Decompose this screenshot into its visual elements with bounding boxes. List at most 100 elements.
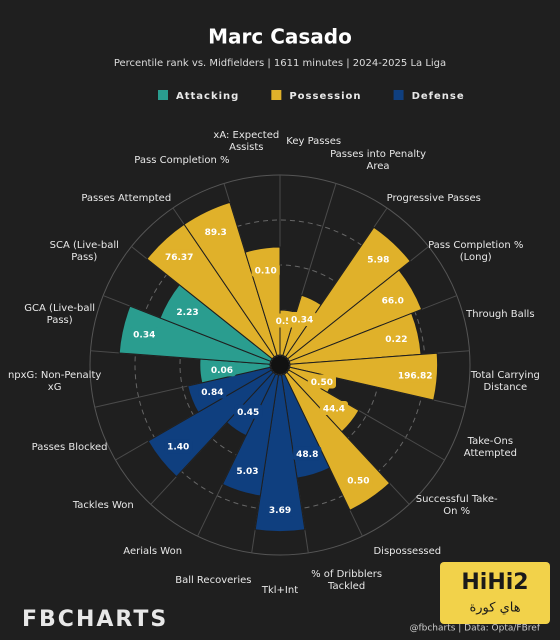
- stat-label-bg: [364, 252, 393, 267]
- category-label: Passes Attempted: [81, 193, 172, 205]
- bar: [254, 374, 306, 533]
- stat-label-bg: [173, 304, 202, 319]
- category-label: Passes into Penalty Area: [330, 149, 426, 173]
- category-label: Pass Completion %: [134, 155, 230, 167]
- chart-title: Marc Casado: [208, 25, 352, 49]
- stat-label-bg: [394, 368, 436, 383]
- category-label: % of Dribblers Tackled: [311, 568, 383, 592]
- brand: FBCHARTS: [22, 607, 168, 632]
- category-label: Successful Take-On %: [415, 493, 498, 517]
- stat-label-group: 5.03: [233, 463, 262, 478]
- stat-label-bg: [307, 374, 336, 389]
- bar: [118, 305, 272, 365]
- stat-label-group: 1.40: [164, 439, 193, 454]
- stat-label-group: 89.3: [201, 224, 230, 239]
- stat-label-group: 2.23: [173, 304, 202, 319]
- legend-swatch: [393, 90, 404, 100]
- stat-label-group: 0.50: [344, 473, 373, 488]
- watermark-logo: HiHi2: [461, 570, 528, 595]
- stat-label: 1.40: [167, 443, 189, 453]
- stat-label-bg: [198, 384, 227, 399]
- category-label: Dispossessed: [373, 545, 442, 557]
- center-dot: [271, 356, 289, 374]
- category-label: Tkl+Int: [261, 585, 299, 596]
- category-label: Ball Recoveries: [175, 574, 252, 586]
- credit: @fbcharts | Data: Opta/FBref: [409, 624, 540, 634]
- stat-label: 0.84: [201, 388, 223, 398]
- stat-label: 0.22: [385, 335, 407, 345]
- stat-label-group: 0.50: [307, 374, 336, 389]
- category-label: GCA (Live-ball Pass): [24, 302, 96, 326]
- stat-label-group: 44.4: [319, 401, 349, 416]
- stat-label-group: 0.45: [234, 404, 263, 419]
- stat-label-group: 76.37: [161, 249, 197, 264]
- stat-label-group: 66.0: [378, 292, 407, 307]
- stat-label: 76.37: [165, 253, 193, 263]
- stat-label-group: 0.10: [251, 263, 280, 278]
- stat-label: 0.34: [133, 331, 155, 341]
- stat-label-bg: [130, 327, 159, 342]
- category-label: SCA (Live-ball Pass): [49, 240, 119, 263]
- stat-label-bg: [234, 404, 263, 419]
- stat-label-bg: [293, 446, 322, 461]
- stat-label-group: 196.82: [394, 368, 436, 383]
- stat-label: 66.0: [382, 296, 404, 306]
- stat-label: 44.4: [323, 405, 345, 415]
- stat-label-group: 0.22: [382, 331, 411, 346]
- stat-label-bg: [201, 224, 230, 239]
- legend-swatch: [271, 90, 282, 100]
- watermark-text: هاي كورة: [469, 601, 520, 616]
- stat-label-bg: [161, 249, 197, 264]
- stat-label: 3.69: [269, 506, 291, 516]
- stat-label: 2.23: [176, 308, 198, 318]
- stat-label-bg: [382, 331, 411, 346]
- chart-subtitle: Percentile rank vs. Midfielders | 1611 m…: [114, 58, 446, 69]
- legend-swatch: [158, 90, 168, 100]
- category-label: Through Balls: [466, 308, 535, 320]
- stat-label: 0.45: [237, 408, 259, 418]
- stat-label: 0.06: [211, 366, 233, 376]
- stat-label-group: 0.84: [198, 384, 227, 399]
- stat-label-group: 0.06: [207, 362, 237, 377]
- stat-label-bg: [251, 263, 280, 278]
- category-label: Total Carrying Distance: [470, 369, 540, 393]
- legend-label: Attacking: [176, 91, 239, 102]
- stat-label-group: 3.69: [265, 502, 295, 517]
- category-label: Aerials Won: [123, 545, 183, 557]
- stat-label: 0.10: [255, 267, 277, 277]
- category-label: Pass Completion % (Long): [428, 240, 524, 263]
- stat-label-bg: [164, 439, 193, 454]
- bar: [187, 366, 273, 413]
- stat-label-bg: [265, 502, 295, 517]
- stat-label: 0.50: [347, 477, 369, 487]
- category-label: Key Passes: [286, 135, 342, 147]
- legend-label: Defense: [412, 91, 465, 102]
- category-label: Passes Blocked: [31, 441, 108, 453]
- stat-label-group: 0.34: [288, 312, 317, 327]
- stat-label: 89.3: [205, 228, 227, 238]
- category-label: Tackles Won: [72, 499, 134, 511]
- stat-label-bg: [233, 463, 262, 478]
- stat-label: 0.50: [276, 317, 298, 327]
- stat-label-bg: [378, 292, 407, 307]
- category-label: Progressive Passes: [386, 193, 481, 205]
- stat-label: 196.82: [398, 372, 433, 382]
- stat-label-group: 5.98: [364, 252, 393, 267]
- stat-label: 0.50: [311, 378, 333, 388]
- stat-label: 0.34: [291, 316, 313, 326]
- category-label: npxG: Non-Penalty xG: [7, 369, 102, 393]
- stat-label-group: 0.34: [130, 327, 159, 342]
- stat-label: 5.03: [236, 467, 258, 477]
- bar: [183, 201, 278, 358]
- stat-label-bg: [207, 362, 237, 377]
- legend-label: Possession: [289, 91, 361, 102]
- stat-label-bg: [344, 473, 373, 488]
- bar: [289, 352, 439, 401]
- category-label: xA: Expected Assists: [213, 129, 280, 153]
- category-label: Take-Ons Attempted: [463, 435, 517, 459]
- stat-label: 48.8: [296, 450, 318, 460]
- stat-label: 5.98: [367, 256, 389, 266]
- watermark-box: [440, 562, 550, 624]
